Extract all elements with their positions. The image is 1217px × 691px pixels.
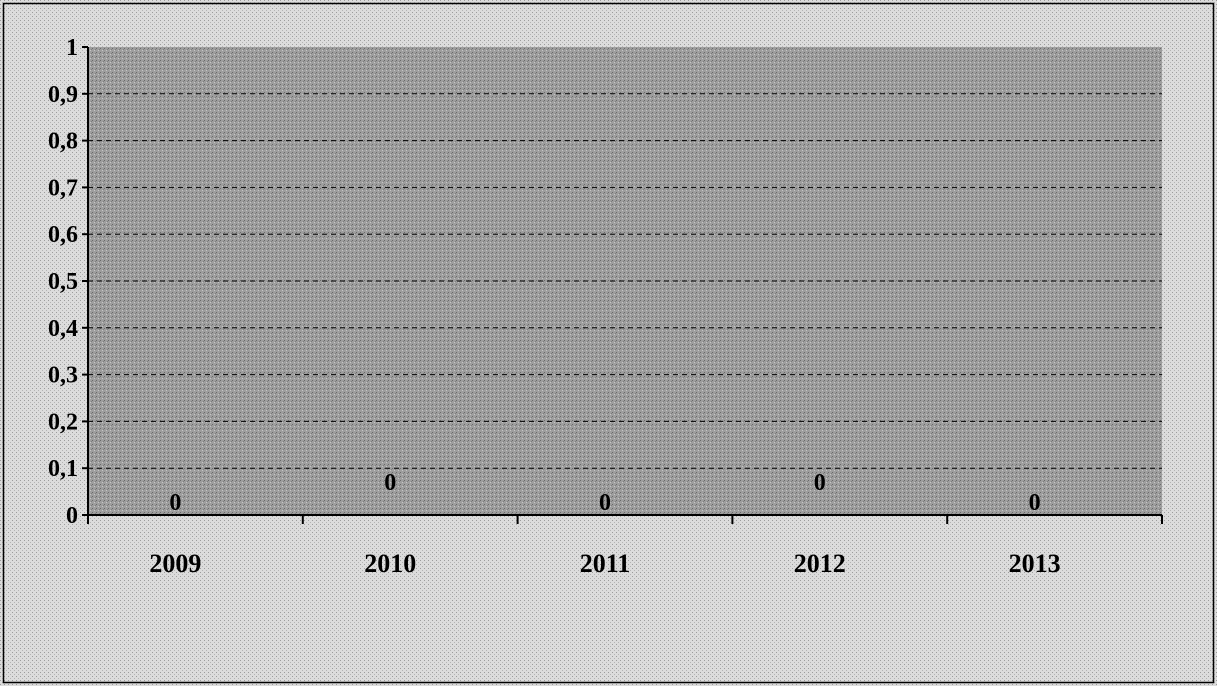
x-tick-label: 2013 (1009, 549, 1061, 578)
y-tick-label: 0,1 (48, 456, 78, 482)
y-tick-label: 0,2 (48, 409, 78, 435)
data-label: 0 (384, 470, 396, 496)
y-tick-label: 0,6 (48, 222, 78, 248)
y-tick-label: 0,9 (48, 82, 78, 108)
x-tick-label: 2011 (580, 549, 631, 578)
axis-layer: 0 0,1 0,2 0,3 0,4 0,5 0,6 0,7 0,8 0,9 1 2009 2010 201… (48, 35, 1163, 578)
y-tick-label: 0,3 (48, 363, 78, 389)
y-tick-label: 0,8 (48, 129, 78, 155)
data-label: 0 (1029, 490, 1041, 516)
y-tick-label: 0,5 (48, 269, 78, 295)
labels-layer: 0 0 0 0 0 (169, 470, 1040, 516)
data-label: 0 (814, 470, 826, 496)
x-tick-label: 2012 (794, 549, 846, 578)
data-label: 0 (599, 490, 611, 516)
x-tick-label: 2009 (149, 549, 201, 578)
data-label: 0 (169, 490, 181, 516)
y-tick-label: 1 (66, 35, 78, 61)
y-tick-label: 0 (66, 503, 78, 529)
y-tick-label: 0,7 (48, 175, 78, 201)
x-tick-label: 2010 (364, 549, 416, 578)
grid-layer (88, 93, 1162, 469)
y-tick-label: 0,4 (48, 316, 78, 342)
